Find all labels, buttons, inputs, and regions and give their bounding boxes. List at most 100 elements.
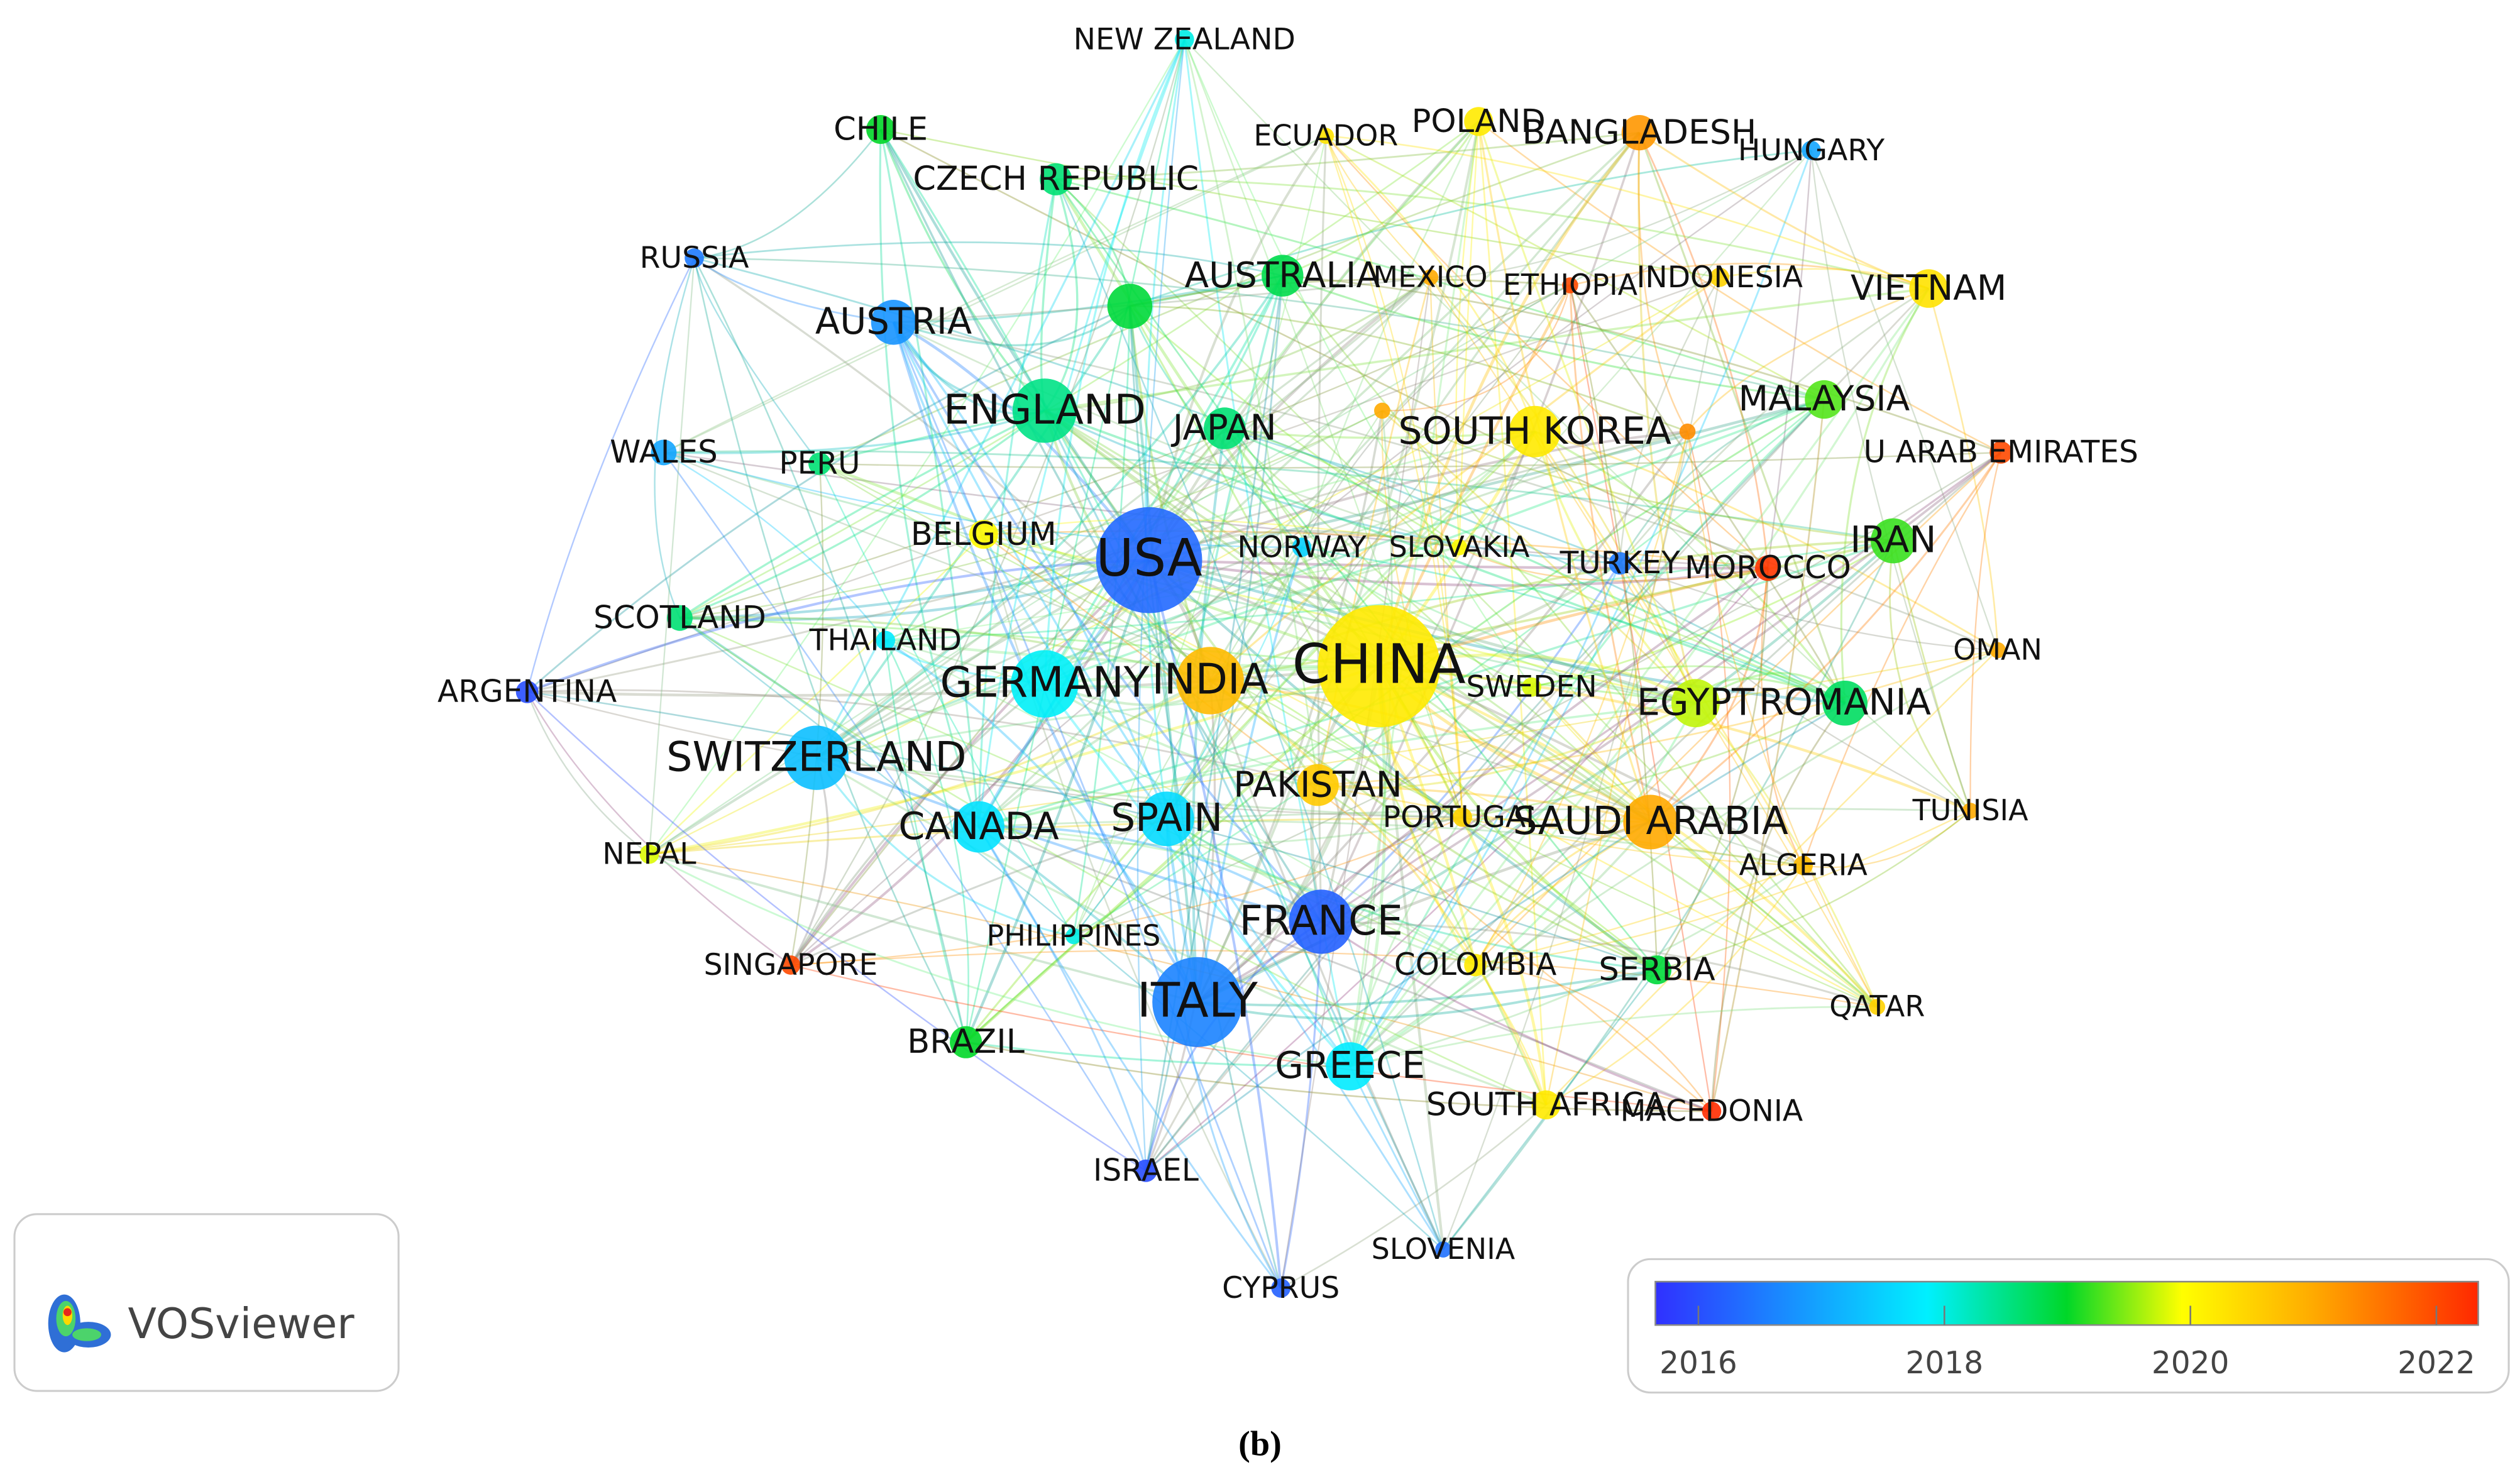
link: [1197, 969, 1658, 1007]
link: [819, 409, 1045, 465]
node: [866, 114, 896, 144]
node: [1562, 277, 1578, 294]
link: [1145, 680, 1216, 1172]
link: [966, 1041, 1350, 1068]
link: [1377, 665, 1658, 972]
link: [1318, 784, 1651, 823]
node-label: POLAND: [1412, 103, 1546, 140]
link: [885, 639, 1319, 786]
node: [1909, 269, 1948, 308]
link: [1349, 816, 1463, 1067]
link: [1429, 277, 1697, 704]
link: [1458, 121, 1480, 547]
link: [1382, 285, 1571, 412]
link: [526, 559, 1150, 693]
link: [1531, 686, 1878, 1008]
link: [648, 559, 1150, 855]
link: [1546, 865, 1804, 1106]
link: [1349, 702, 1697, 1068]
link: [1130, 278, 1571, 307]
link: [1381, 410, 1697, 704]
link: [893, 276, 1431, 324]
link: [649, 39, 1186, 855]
link: [978, 826, 1712, 1112]
link: [879, 129, 980, 827]
link: [663, 450, 1894, 542]
link: [1477, 121, 1652, 823]
link: [1545, 649, 1998, 1106]
node-label: MACEDONIA: [1620, 1094, 1803, 1129]
link: [1443, 969, 1658, 1250]
link: [1534, 431, 1697, 704]
node-label: SLOVAKIA: [1389, 530, 1530, 564]
link: [527, 691, 1463, 818]
link: [1129, 305, 1460, 548]
link: [1534, 431, 1998, 651]
link: [1840, 288, 1930, 703]
link: [1349, 451, 2002, 1067]
link: [893, 322, 1282, 1288]
node-label: SOUTH KOREA: [1398, 409, 1671, 453]
node: [1262, 255, 1304, 297]
link: [885, 639, 1379, 668]
link: [680, 559, 1150, 622]
node: [1869, 999, 1886, 1015]
link: [879, 129, 1046, 412]
link: [1710, 399, 1825, 1112]
link: [978, 820, 1803, 867]
node-label: INDONESIA: [1636, 260, 1803, 295]
link: [1167, 807, 1971, 820]
node: [969, 520, 998, 549]
node: [1204, 407, 1246, 449]
link: [1145, 702, 1846, 1172]
link: [1044, 276, 1431, 412]
link: [977, 132, 1641, 828]
link: [1055, 177, 1929, 290]
node-label: GERMANY: [940, 658, 1149, 707]
node: [1802, 140, 1821, 160]
link: [1209, 679, 1548, 1106]
node: [1139, 791, 1194, 847]
link: [1350, 1006, 1878, 1067]
link: [1136, 39, 1186, 1171]
link: [977, 826, 1282, 1289]
node-label: IRAN: [1850, 519, 1936, 561]
node-label: SOUTH AFRICA: [1426, 1086, 1666, 1123]
link: [527, 277, 1720, 693]
link: [1145, 275, 1284, 1172]
logo-icon: [48, 1294, 111, 1353]
node: [1318, 605, 1440, 728]
node: [1509, 405, 1561, 458]
node-label: FRANCE: [1240, 897, 1403, 945]
link: [1183, 39, 1319, 786]
node: [1793, 855, 1813, 876]
link: [1455, 121, 1480, 547]
link: [1301, 431, 1536, 549]
link: [819, 463, 1878, 1008]
link: [1686, 431, 1878, 1008]
link: [884, 639, 1199, 1003]
link: [892, 321, 1323, 923]
link: [1282, 121, 1480, 277]
link: [1475, 964, 1712, 1112]
link: [527, 664, 1379, 697]
link: [679, 121, 1479, 619]
node: [1464, 107, 1494, 136]
link: [1043, 410, 1444, 1250]
link: [1165, 275, 1284, 820]
link: [1055, 131, 1640, 180]
link: [1165, 818, 1444, 1250]
link: [1349, 563, 1621, 1067]
link: [1442, 540, 1895, 1250]
link: [526, 691, 1147, 1172]
node: [876, 630, 896, 651]
link: [1326, 135, 1929, 290]
link: [1381, 410, 1463, 818]
link: [1638, 132, 1769, 569]
logo-box: VOSviewer: [13, 1213, 400, 1392]
link: [1810, 150, 1999, 651]
node-label: ECUADOR: [1253, 118, 1398, 152]
link: [1545, 431, 1688, 1106]
link: [1619, 287, 1929, 564]
